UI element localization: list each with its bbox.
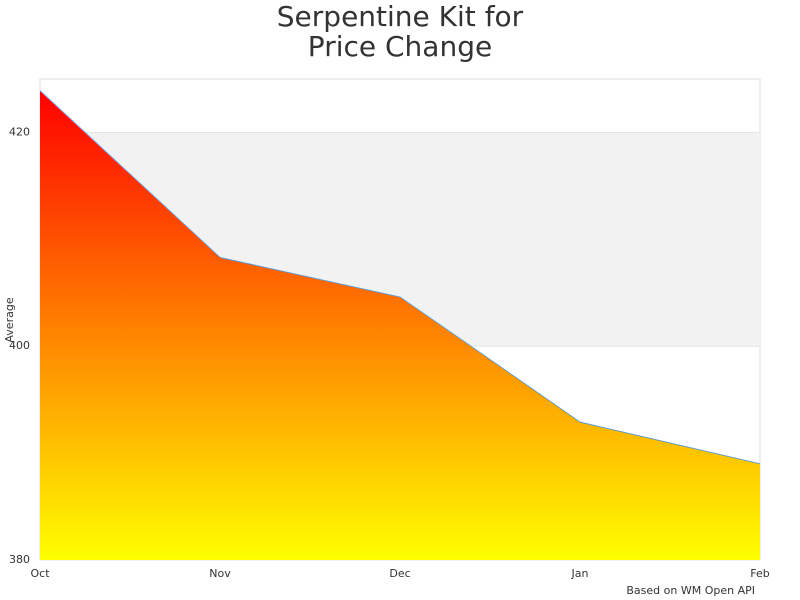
x-tick-label: Jan xyxy=(571,567,589,580)
chart-title: Serpentine Kit for xyxy=(277,0,524,33)
x-tick-label: Oct xyxy=(30,567,50,580)
y-tick-label: 380 xyxy=(9,553,30,566)
line xyxy=(39,90,761,465)
y-tick-label: 400 xyxy=(9,339,30,352)
x-tick-label: Dec xyxy=(389,567,410,580)
x-tick-label: Nov xyxy=(209,567,231,580)
y-axis-label: Average xyxy=(3,297,16,342)
credits: Based on WM Open API xyxy=(626,584,755,597)
y-tick-label: 420 xyxy=(9,125,30,138)
x-tick-label: Feb xyxy=(750,567,769,580)
chart-title: Price Change xyxy=(308,30,492,63)
area xyxy=(40,90,760,560)
